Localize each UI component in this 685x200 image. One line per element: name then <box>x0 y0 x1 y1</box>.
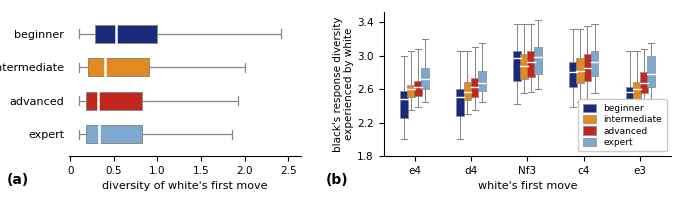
Text: (b): (b) <box>325 173 348 187</box>
FancyBboxPatch shape <box>640 72 648 93</box>
FancyBboxPatch shape <box>584 54 591 81</box>
FancyBboxPatch shape <box>576 58 584 83</box>
Legend: beginner, intermediate, advanced, expert: beginner, intermediate, advanced, expert <box>578 99 667 151</box>
FancyBboxPatch shape <box>400 91 408 118</box>
FancyBboxPatch shape <box>569 62 577 87</box>
FancyBboxPatch shape <box>534 47 542 74</box>
FancyBboxPatch shape <box>95 25 158 43</box>
X-axis label: diversity of white's first move: diversity of white's first move <box>102 181 268 191</box>
FancyBboxPatch shape <box>86 125 142 143</box>
FancyBboxPatch shape <box>86 92 142 110</box>
Y-axis label: black's response diversity
experienced by white: black's response diversity experienced b… <box>333 16 354 152</box>
FancyBboxPatch shape <box>407 85 415 97</box>
FancyBboxPatch shape <box>478 71 486 91</box>
FancyBboxPatch shape <box>421 68 429 89</box>
FancyBboxPatch shape <box>513 51 521 81</box>
FancyBboxPatch shape <box>633 82 640 102</box>
FancyBboxPatch shape <box>647 56 655 87</box>
FancyBboxPatch shape <box>464 82 471 100</box>
FancyBboxPatch shape <box>520 54 527 79</box>
FancyBboxPatch shape <box>456 89 464 116</box>
FancyBboxPatch shape <box>527 51 535 77</box>
FancyBboxPatch shape <box>625 87 634 106</box>
FancyBboxPatch shape <box>414 81 422 96</box>
Text: (a): (a) <box>7 173 29 187</box>
FancyBboxPatch shape <box>590 51 599 76</box>
X-axis label: white's first move: white's first move <box>477 181 577 191</box>
FancyBboxPatch shape <box>471 78 479 97</box>
FancyBboxPatch shape <box>88 58 149 76</box>
